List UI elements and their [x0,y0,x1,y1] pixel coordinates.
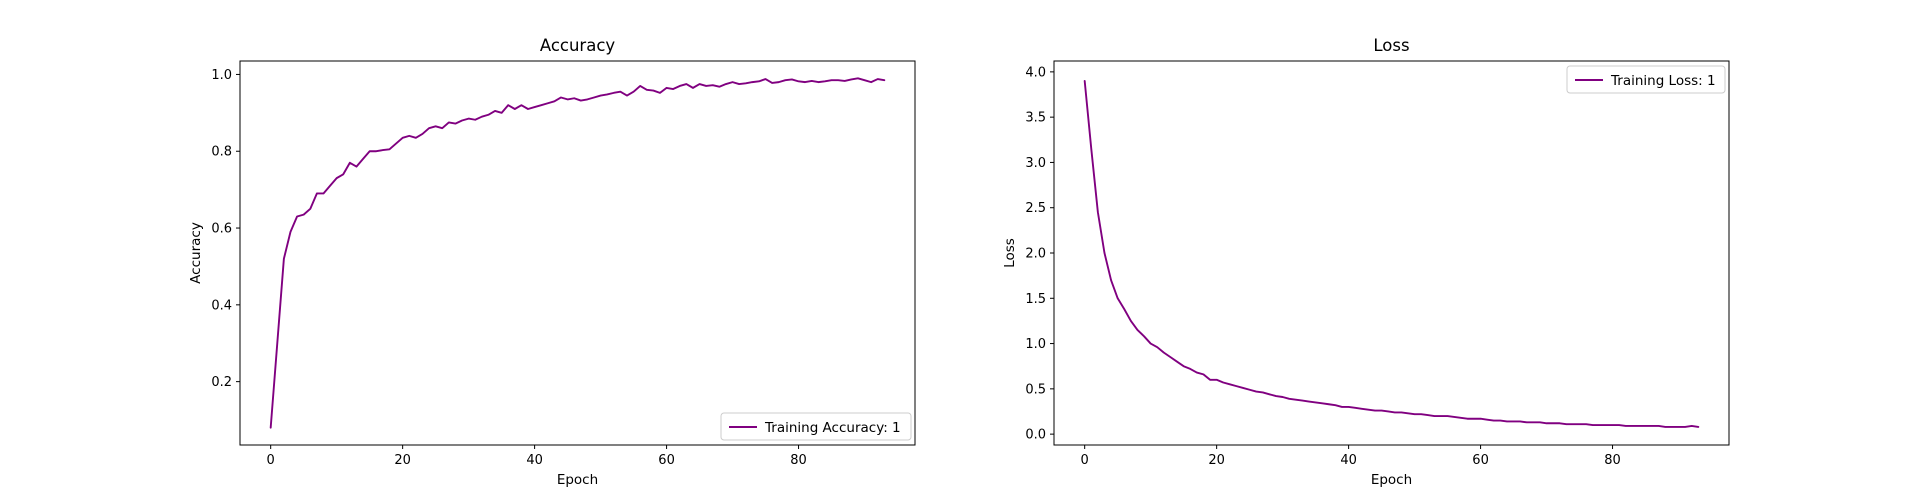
accuracy-y-ticks: 0.2 0.4 0.6 0.8 1.0 [211,68,240,390]
loss-title: Loss [1373,36,1409,55]
accuracy-y-tick-label: 0.8 [211,145,232,160]
loss-y-tick-label: 2.0 [1025,247,1046,262]
loss-legend: Training Loss: 1 [1566,65,1726,94]
accuracy-y-tick-label: 0.2 [211,375,232,390]
accuracy-series-line [269,77,886,429]
accuracy-panel: Accuracy 0.2 0.4 0.6 0.8 1.0 0 20 40 60 80 Epoch… [188,36,916,488]
loss-x-tick-label: 0 [1081,453,1089,468]
loss-y-tick-label: 4.0 [1025,65,1046,80]
loss-x-ticks: 0 20 40 60 80 [1081,445,1621,468]
accuracy-title: Accuracy [540,36,616,55]
accuracy-y-tick-label: 0.4 [211,298,232,313]
loss-y-tick-label: 0.5 [1025,382,1046,397]
loss-panel: Loss 0.0 0.5 1.0 1.5 2.0 2.5 3.0 3.5 4.0 0 20 40 60… [1002,36,1730,488]
loss-series-line [1083,79,1700,428]
accuracy-legend-box [720,412,912,441]
accuracy-legend-label: Training Accuracy: 1 [764,420,901,436]
accuracy-x-tick-label: 20 [394,453,411,468]
loss-plot-frame [1053,60,1730,446]
accuracy-x-axis-label: Epoch [557,472,598,488]
loss-y-tick-label: 2.5 [1025,201,1046,216]
accuracy-x-ticks: 0 20 40 60 80 [267,445,807,468]
accuracy-x-tick-label: 80 [790,453,807,468]
loss-y-tick-label: 0.0 [1025,428,1046,443]
loss-y-ticks: 0.0 0.5 1.0 1.5 2.0 2.5 3.0 3.5 4.0 [1025,65,1054,443]
accuracy-y-tick-label: 1.0 [211,68,232,83]
loss-y-axis-label: Loss [1002,238,1018,268]
loss-x-axis-label: Epoch [1371,472,1412,488]
accuracy-y-axis-label: Accuracy [188,222,204,284]
loss-x-tick-label: 40 [1340,453,1357,468]
accuracy-x-tick-label: 0 [267,453,275,468]
accuracy-legend: Training Accuracy: 1 [720,412,912,441]
loss-y-tick-label: 3.0 [1025,156,1046,171]
loss-legend-box [1566,65,1726,94]
loss-x-tick-label: 80 [1604,453,1621,468]
accuracy-y-tick-label: 0.6 [211,222,232,237]
accuracy-x-tick-label: 60 [658,453,675,468]
loss-y-tick-label: 1.0 [1025,337,1046,352]
loss-y-tick-label: 1.5 [1025,292,1046,307]
accuracy-plot-frame [239,60,916,446]
loss-legend-label: Training Loss: 1 [1610,73,1716,89]
loss-x-tick-label: 20 [1208,453,1225,468]
accuracy-x-tick-label: 40 [526,453,543,468]
loss-y-tick-label: 3.5 [1025,111,1046,126]
loss-x-tick-label: 60 [1472,453,1489,468]
